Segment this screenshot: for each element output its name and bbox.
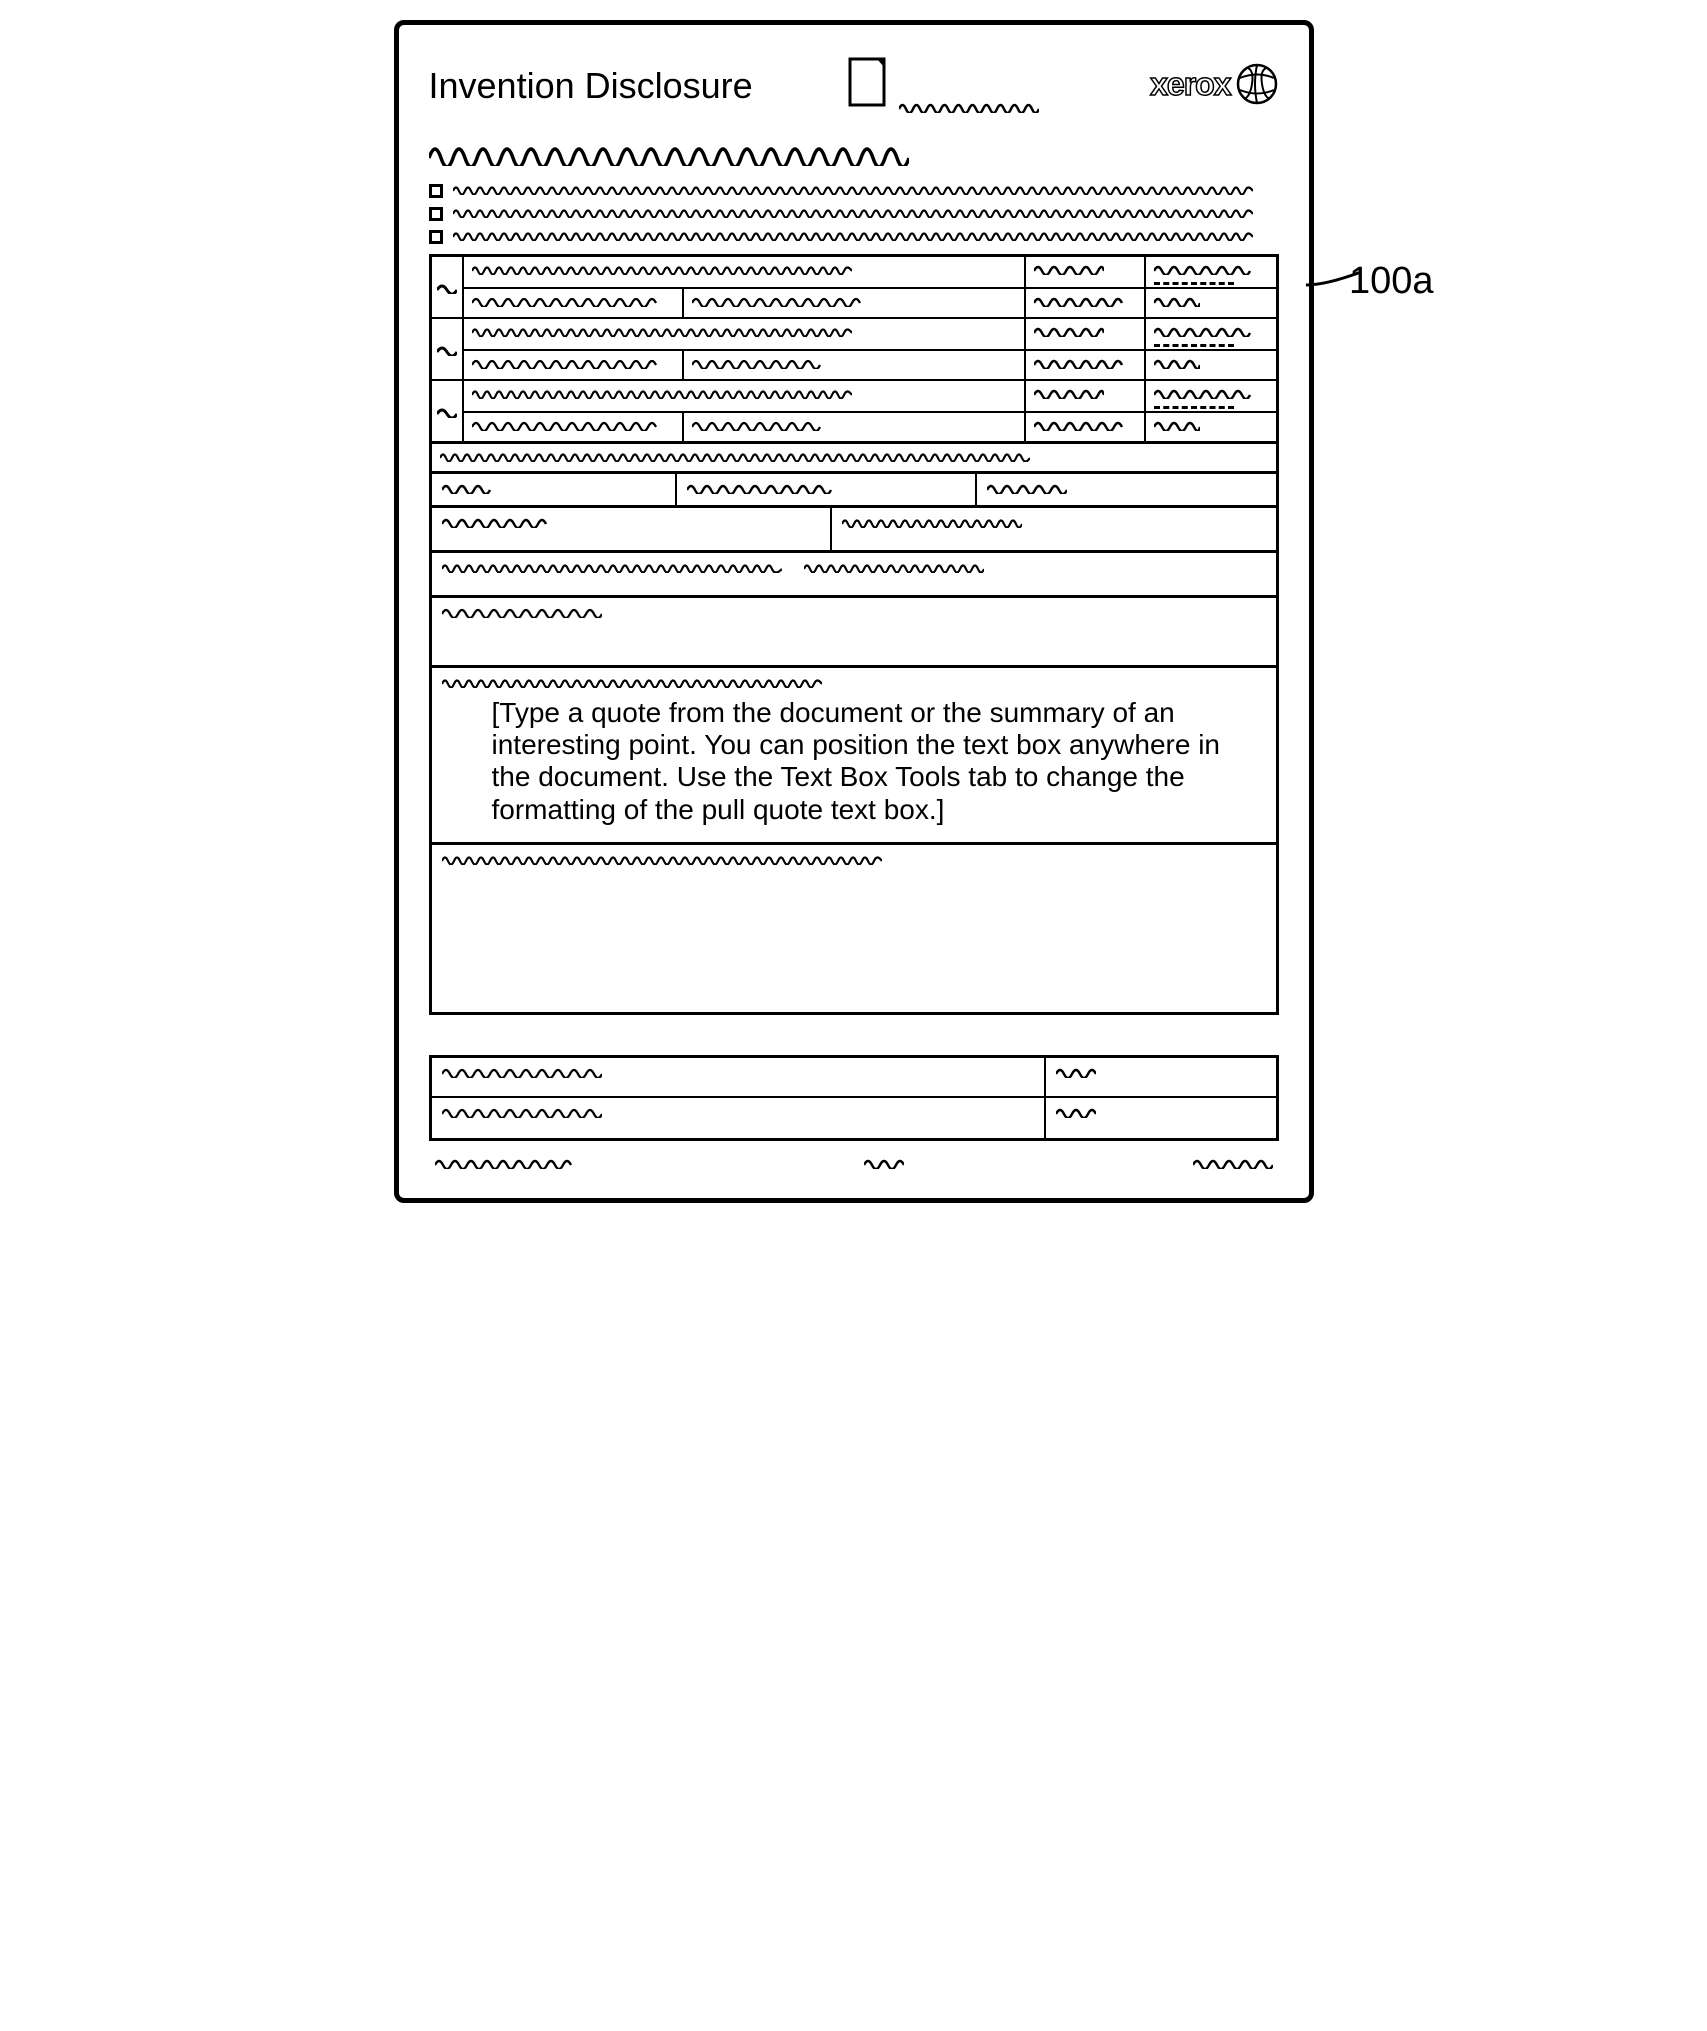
table-cell[interactable] (1026, 319, 1146, 349)
table-cell[interactable] (432, 1098, 1046, 1138)
signature-table (429, 1055, 1279, 1141)
footer-line (429, 1141, 1279, 1178)
table-cell[interactable] (432, 474, 677, 505)
table-cell[interactable] (464, 413, 684, 441)
globe-icon (1236, 63, 1278, 105)
bullet-item (429, 181, 1279, 200)
bullet-item (429, 204, 1279, 223)
row-marker (432, 257, 464, 317)
table-cell[interactable] (677, 474, 977, 505)
quote-text[interactable]: [Type a quote from the document or the s… (442, 693, 1266, 832)
checkbox-icon[interactable] (429, 184, 443, 198)
table-row (432, 381, 1276, 441)
table-cell[interactable] (1146, 257, 1276, 287)
table-cell[interactable] (684, 289, 1026, 317)
table-cell[interactable] (1146, 289, 1276, 317)
checkbox-icon[interactable] (429, 230, 443, 244)
table-cell[interactable] (432, 1058, 1046, 1096)
table-cell[interactable] (832, 508, 1276, 550)
document-page: Invention Disclosure xerox (394, 20, 1314, 1203)
table-row (432, 1058, 1276, 1098)
table-cell[interactable] (1046, 1098, 1276, 1138)
squiggle-placeholder (453, 181, 1279, 200)
table-cell[interactable] (977, 474, 1276, 505)
table-cell[interactable] (1146, 413, 1276, 441)
table-cell[interactable] (1146, 319, 1276, 349)
squiggle-placeholder (435, 1155, 575, 1174)
squiggle-placeholder (899, 99, 1039, 113)
table-cell[interactable] (464, 381, 1026, 411)
quote-block[interactable]: [Type a quote from the document or the s… (429, 668, 1279, 845)
table-cell[interactable] (1026, 381, 1146, 411)
callout-label: 100a (1349, 260, 1434, 303)
table-cell[interactable] (464, 289, 684, 317)
section-heading-row (429, 444, 1279, 474)
table-row (432, 319, 1276, 381)
two-column-row (429, 508, 1279, 553)
full-width-block[interactable] (429, 598, 1279, 668)
table-cell[interactable] (464, 351, 684, 379)
table-cell[interactable] (432, 508, 832, 550)
squiggle-placeholder (453, 227, 1279, 246)
full-width-block[interactable] (429, 553, 1279, 598)
table-cell[interactable] (1046, 1058, 1276, 1096)
table-cell[interactable] (684, 351, 1026, 379)
squiggle-placeholder (1193, 1155, 1273, 1174)
inventor-table (429, 254, 1279, 444)
bullet-list (429, 181, 1279, 246)
bullet-item (429, 227, 1279, 246)
table-cell[interactable] (1026, 413, 1146, 441)
table-cell[interactable] (464, 257, 1026, 287)
table-cell[interactable] (684, 413, 1026, 441)
squiggle-placeholder (453, 204, 1279, 223)
table-cell[interactable] (464, 319, 1026, 349)
intro-heading-placeholder (429, 136, 1279, 171)
page-title: Invention Disclosure (429, 55, 753, 107)
table-cell[interactable] (1146, 381, 1276, 411)
squiggle-placeholder (864, 1155, 904, 1174)
row-marker (432, 319, 464, 379)
three-column-row (429, 474, 1279, 508)
table-cell[interactable] (1026, 351, 1146, 379)
document-icon (844, 55, 1038, 118)
table-row (432, 1098, 1276, 1138)
brand-logo: xerox (1150, 55, 1278, 105)
header: Invention Disclosure xerox (429, 55, 1279, 118)
brand-text: xerox (1150, 66, 1230, 103)
checkbox-icon[interactable] (429, 207, 443, 221)
table-cell[interactable] (1146, 351, 1276, 379)
table-row (432, 257, 1276, 319)
table-cell[interactable] (1026, 257, 1146, 287)
large-text-block[interactable] (429, 845, 1279, 1015)
row-marker (432, 381, 464, 441)
table-cell[interactable] (1026, 289, 1146, 317)
